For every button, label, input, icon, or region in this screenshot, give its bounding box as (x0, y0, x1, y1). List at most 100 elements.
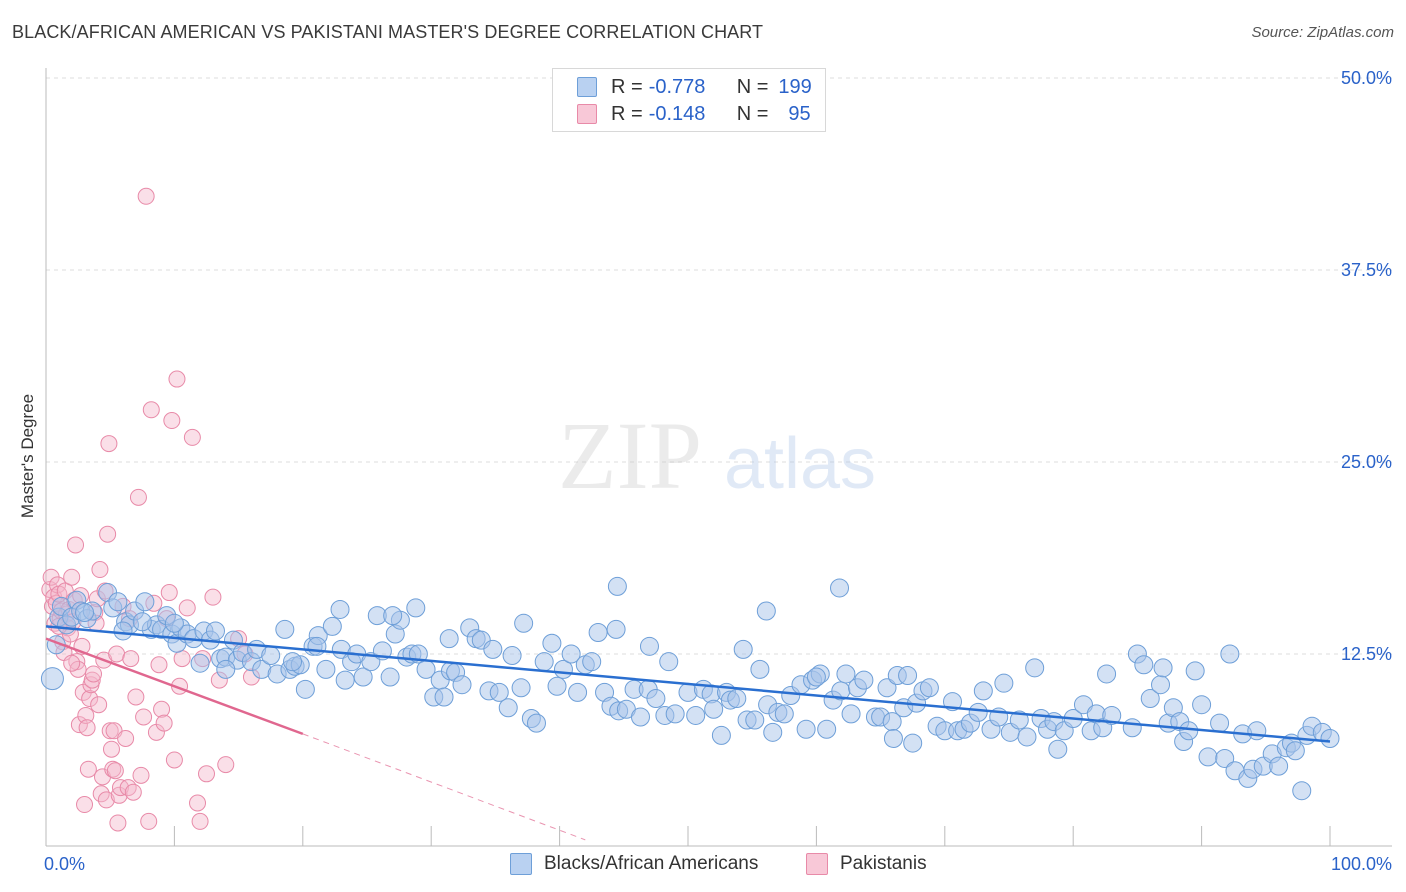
black-point (1220, 644, 1240, 664)
pakistani-point (178, 599, 196, 617)
black-point (1017, 727, 1037, 747)
black-point (1320, 728, 1340, 748)
pakistani-point (81, 690, 99, 708)
y-axis-title: Master's Degree (18, 393, 37, 519)
black-point (745, 710, 765, 730)
black-point (1198, 747, 1218, 767)
watermark: ZIP atlas (558, 402, 876, 509)
pakistani-point (132, 766, 150, 784)
black-point (502, 646, 522, 666)
black-point (774, 704, 794, 724)
black-point (756, 601, 776, 621)
bottom-legend-pakistani[interactable]: Pakistanis (806, 852, 927, 876)
black-point (1102, 705, 1122, 725)
black-point (883, 728, 903, 748)
black-point (1009, 710, 1029, 730)
black-point (108, 592, 128, 612)
pakistani-point (165, 751, 183, 769)
black-point (205, 621, 225, 641)
bottom-legend-label-black: Blacks/African Americans (544, 853, 759, 874)
black-point (919, 678, 939, 698)
black-point (434, 687, 454, 707)
pakistani-point (119, 779, 137, 797)
pakistani-point (97, 791, 115, 809)
bottom-legend-swatch-pakistani (806, 853, 828, 875)
chart-title: BLACK/AFRICAN AMERICAN VS PAKISTANI MAST… (12, 22, 764, 42)
pakistani-point (183, 428, 201, 446)
watermark-atlas: atlas (724, 424, 876, 504)
black-point (1269, 756, 1289, 776)
pakistani-point (150, 656, 168, 674)
pakistani-point (91, 561, 109, 579)
tick-labels: 12.5% 25.0% 37.5% 50.0% 0.0% 100.0% (44, 68, 1392, 874)
pakistani-point (137, 187, 155, 205)
black-point (534, 652, 554, 672)
pakistani-point (85, 665, 103, 683)
black-point (406, 598, 426, 618)
pakistani-point (173, 650, 191, 668)
pakistani-point (90, 696, 108, 714)
pakistani-point (63, 654, 81, 672)
pakistani-point (63, 568, 81, 586)
black-point (727, 689, 747, 709)
trend-lines (45, 625, 1331, 841)
pakistani-point (198, 765, 215, 783)
black-point (1179, 721, 1199, 741)
pakistani-point (79, 760, 97, 778)
black-point (1025, 658, 1045, 678)
black-point (295, 679, 315, 699)
black-point (1048, 739, 1068, 759)
black-point (40, 667, 64, 691)
black-point (836, 664, 856, 684)
black-point (383, 606, 403, 626)
pakistani-point (191, 812, 209, 830)
x-tick-label: 100.0% (1331, 854, 1392, 874)
black-point (1151, 675, 1171, 695)
black-point (275, 619, 295, 639)
black-point (1210, 713, 1230, 733)
black-point (606, 619, 626, 639)
grid-lines (46, 77, 1392, 655)
black-point (1292, 781, 1312, 801)
black-point (1097, 664, 1117, 684)
pakistani-point (189, 794, 207, 812)
black-point (1215, 748, 1235, 768)
bottom-legend-black[interactable]: Blacks/African Americans (510, 852, 758, 876)
pakistani-point (69, 660, 87, 678)
black-point (353, 667, 373, 687)
pakistani-point (83, 671, 101, 689)
black-point (568, 682, 588, 702)
black-point (283, 652, 303, 672)
pakistani-point (160, 584, 178, 602)
pakistani-point (78, 719, 96, 737)
black-point (190, 653, 210, 673)
x-tick-label: 0.0% (44, 854, 85, 874)
black-point (607, 576, 627, 596)
legend-swatch-black (577, 77, 597, 97)
pakistani-point (104, 760, 122, 778)
bottom-legend-label-pakistani: Pakistanis (840, 853, 927, 874)
black-point (968, 702, 988, 722)
black-point (330, 599, 350, 619)
pakistani-point (77, 706, 95, 724)
black-point (322, 616, 342, 636)
pakistani-trend-extension (302, 733, 586, 841)
legend-n-value: 95 (788, 102, 811, 125)
axes (45, 68, 1392, 847)
black-point (817, 719, 837, 739)
black-point (164, 613, 184, 633)
black-point (854, 670, 874, 690)
pakistani-point (140, 812, 158, 830)
black-point (307, 636, 327, 656)
black-point (452, 675, 472, 695)
black-point (750, 659, 770, 679)
pakistani-point (109, 814, 127, 832)
black-point (1247, 721, 1267, 741)
black-point (973, 681, 993, 701)
y-tick-label: 50.0% (1341, 68, 1392, 88)
black-point (511, 678, 531, 698)
pakistani-point (102, 740, 120, 758)
legend-swatch-pakistani (577, 104, 597, 124)
pakistani-point (101, 722, 119, 740)
